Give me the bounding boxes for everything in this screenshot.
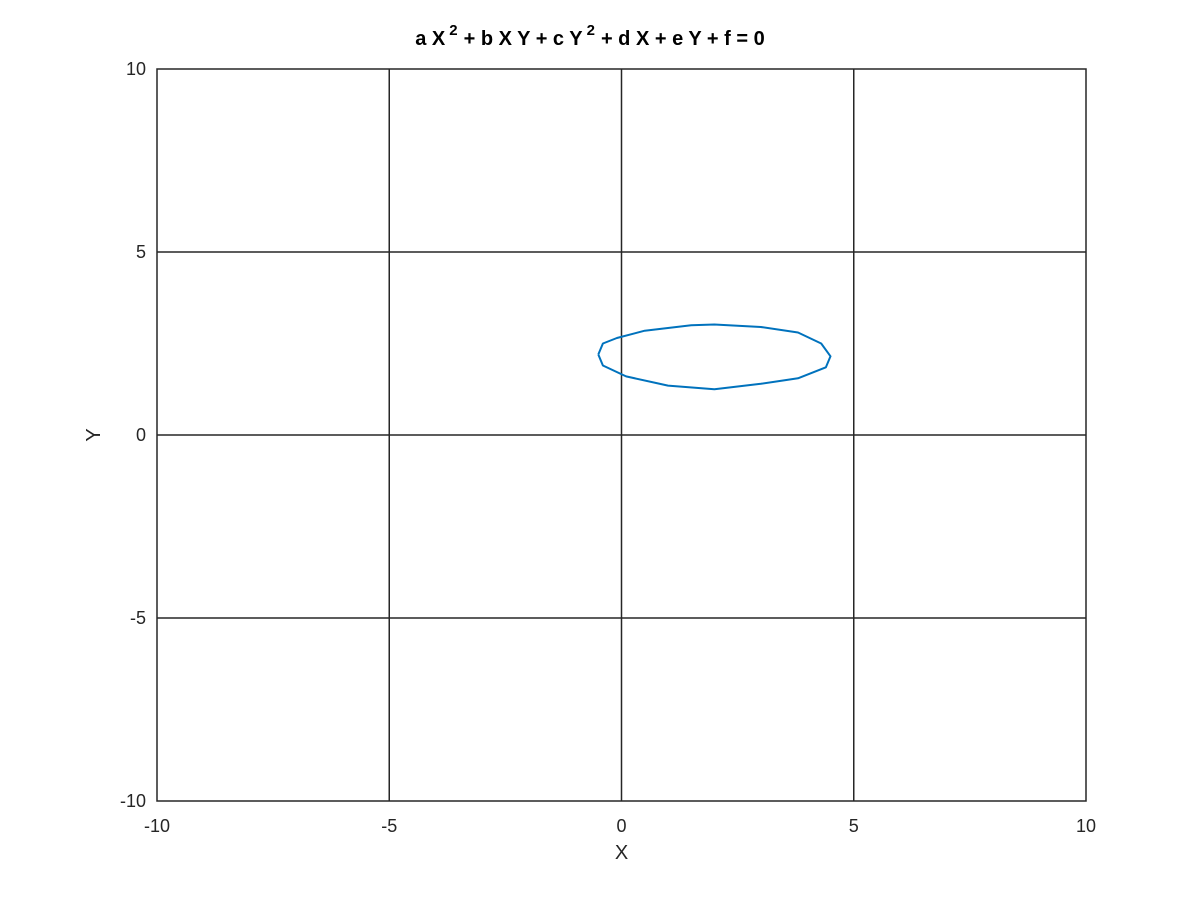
y-tick-label: -5 bbox=[130, 608, 146, 628]
series-line bbox=[597, 323, 832, 391]
title-segment: + d X + e Y + f = 0 bbox=[601, 28, 765, 50]
y-tick-labels: -10 -5 0 5 10 bbox=[120, 59, 146, 811]
title-segment: + b X Y + c Y bbox=[464, 28, 584, 50]
x-tick-labels: -10 -5 0 5 10 bbox=[144, 816, 1096, 836]
y-axis-label: Y bbox=[83, 428, 105, 441]
x-tick-label: 5 bbox=[849, 816, 859, 836]
x-tick-label: -5 bbox=[381, 816, 397, 836]
chart-title: a X 2 + b X Y + c Y 2 + d X + e Y + f = 0 bbox=[415, 22, 765, 50]
grid-lines bbox=[157, 69, 1086, 801]
title-superscript: 2 bbox=[449, 22, 457, 39]
series-layer bbox=[597, 323, 832, 391]
x-tick-label: 10 bbox=[1076, 816, 1096, 836]
x-tick-label: 0 bbox=[616, 816, 626, 836]
title-segment: a X bbox=[415, 28, 446, 50]
y-tick-label: 10 bbox=[126, 59, 146, 79]
x-tick-label: -10 bbox=[144, 816, 170, 836]
y-tick-label: -10 bbox=[120, 791, 146, 811]
title-superscript: 2 bbox=[587, 22, 595, 39]
x-axis-label: X bbox=[615, 842, 628, 864]
y-tick-label: 0 bbox=[136, 425, 146, 445]
y-tick-label: 5 bbox=[136, 242, 146, 262]
axes-box bbox=[156, 68, 1087, 802]
